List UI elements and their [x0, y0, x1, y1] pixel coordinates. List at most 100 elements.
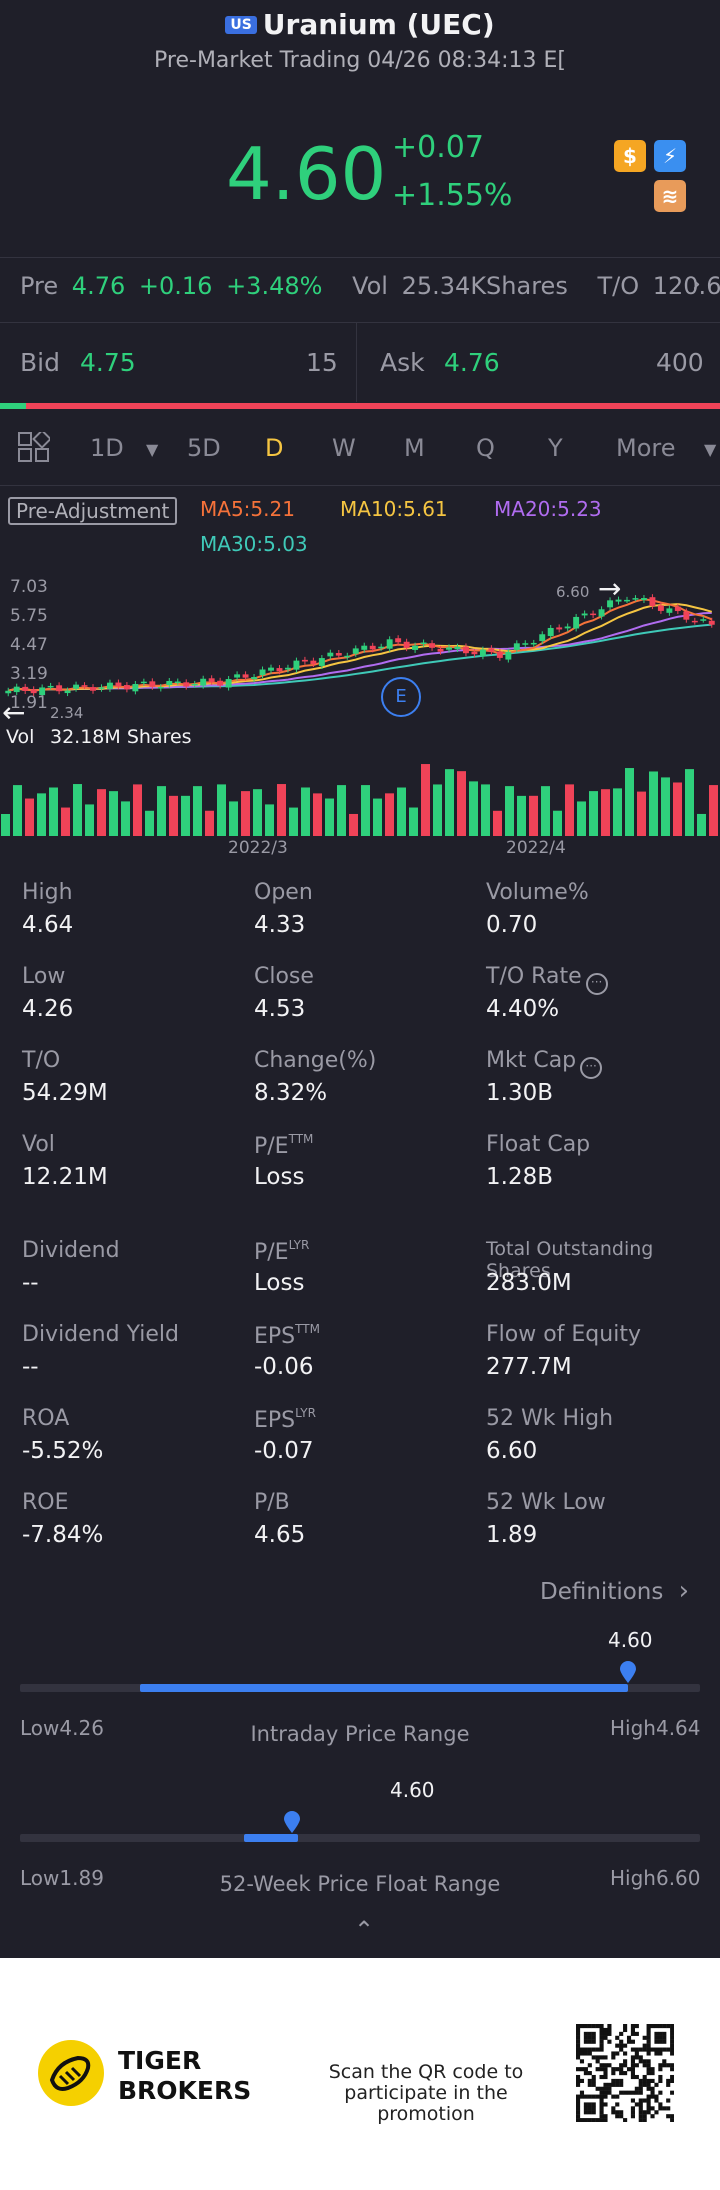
- definitions-link[interactable]: Definitions ›: [540, 1576, 689, 1606]
- price-chart[interactable]: [0, 568, 720, 868]
- candle: [5, 690, 12, 694]
- qr-module: [670, 2074, 675, 2080]
- qr-module: [579, 2047, 585, 2052]
- qr-module: [619, 2090, 624, 2095]
- qr-module: [587, 2031, 592, 2036]
- candle: [217, 680, 224, 686]
- tab-more-dropdown-icon[interactable]: ▼: [704, 440, 717, 459]
- dollar-icon[interactable]: $: [614, 140, 646, 172]
- arrow-left-icon[interactable]: ←: [2, 696, 26, 729]
- info-icon[interactable]: ···: [585, 973, 608, 995]
- stat-label-text: T/O: [22, 1048, 61, 1073]
- qr-module: [587, 2051, 592, 2056]
- tab-1d-dropdown-icon[interactable]: ▼: [146, 440, 159, 459]
- qr-module: [591, 2035, 596, 2040]
- qr-module: [658, 2047, 663, 2052]
- tab-d[interactable]: D: [265, 434, 284, 462]
- qr-module: [642, 2098, 647, 2103]
- arrow-right-icon: →: [598, 572, 622, 605]
- tab-q[interactable]: Q: [476, 434, 495, 462]
- qr-module: [623, 2118, 628, 2123]
- tab-w[interactable]: W: [332, 434, 356, 462]
- stat-label-text: Low: [22, 964, 66, 989]
- stat-label-superscript: LYR: [288, 1238, 310, 1252]
- qr-module: [646, 2039, 651, 2044]
- qr-module: [623, 2059, 628, 2064]
- volume-bar: [469, 781, 478, 836]
- qr-module: [583, 2067, 588, 2072]
- stat-label: P/B: [254, 1490, 290, 1515]
- stat-value: Loss: [254, 1270, 305, 1296]
- tab-m[interactable]: M: [404, 434, 425, 462]
- qr-module: [626, 2090, 632, 2095]
- qr-module: [603, 2055, 608, 2060]
- pre-adjustment-toggle[interactable]: Pre-Adjustment: [8, 497, 178, 525]
- volume-bar: [301, 787, 310, 836]
- qr-module: [658, 2063, 663, 2068]
- qr-module: [670, 2063, 675, 2068]
- stat-value: -7.84%: [22, 1522, 104, 1548]
- qr-module: [646, 2106, 651, 2111]
- qr-module: [591, 2106, 596, 2111]
- week52-range-fill: [244, 1834, 298, 1842]
- candle: [666, 608, 673, 613]
- stat-value: 0.70: [486, 912, 538, 938]
- qr-module: [607, 2086, 612, 2091]
- chevron-up-icon[interactable]: ⌃: [354, 1916, 375, 1944]
- qr-module: [646, 2082, 651, 2087]
- candle: [640, 598, 647, 601]
- qr-module: [619, 2082, 624, 2087]
- stat-value: 4.40%: [486, 996, 560, 1022]
- volume-bar: [253, 789, 262, 836]
- lightning-icon[interactable]: ⚡: [654, 140, 686, 172]
- volume-bar: [229, 801, 238, 836]
- candle: [361, 645, 368, 650]
- brand-name: TIGER BROKERS: [118, 2046, 251, 2106]
- week52-range-track: [20, 1834, 700, 1842]
- qr-module: [611, 2067, 616, 2072]
- qr-module: [583, 2047, 588, 2052]
- qr-module: [650, 2086, 655, 2091]
- education-icon[interactable]: ≋: [654, 180, 686, 212]
- bid-size: 15: [306, 348, 338, 377]
- volume-bar: [553, 810, 562, 836]
- candle: [90, 687, 96, 691]
- tab-more[interactable]: More: [616, 434, 676, 462]
- stat-label: Dividend Yield: [22, 1322, 179, 1347]
- qr-module: [630, 2027, 635, 2033]
- tab-y[interactable]: Y: [548, 434, 563, 462]
- candle: [132, 683, 139, 692]
- info-icon[interactable]: ···: [580, 1057, 603, 1079]
- qr-module: [615, 2082, 620, 2087]
- volume-bar: [181, 795, 190, 836]
- tab-5d[interactable]: 5D: [187, 434, 221, 462]
- promo-line1: Scan the QR code to: [328, 2061, 524, 2083]
- candle: [437, 648, 444, 652]
- chevron-right-icon[interactable]: ›: [692, 272, 701, 297]
- stat-label-text: EPS: [254, 1408, 296, 1433]
- earnings-event-icon[interactable]: E: [381, 677, 421, 717]
- qr-module: [599, 2039, 604, 2044]
- candle: [56, 685, 63, 692]
- qr-module: [587, 2047, 592, 2052]
- qr-module: [599, 2035, 604, 2040]
- qr-module: [591, 2039, 596, 2044]
- layout-grid-icon[interactable]: [18, 429, 52, 462]
- candle: [123, 685, 130, 690]
- ask-size: 400: [656, 348, 704, 377]
- candle: [674, 606, 681, 612]
- qr-module: [599, 2024, 604, 2029]
- qr-module: [576, 2094, 581, 2099]
- stat-value: 4.64: [22, 912, 74, 938]
- candle: [73, 684, 80, 689]
- qr-module: [658, 2090, 663, 2095]
- candle: [200, 678, 207, 686]
- stat-value: -0.07: [254, 1438, 314, 1464]
- volume-bar: [313, 793, 322, 836]
- qr-module: [587, 2106, 592, 2111]
- trading-status: Pre-Market Trading 04/26 08:34:13 E[: [154, 48, 566, 73]
- tab-1d[interactable]: 1D: [90, 434, 124, 462]
- candlestick-chart-svg: [5, 594, 715, 699]
- qr-module: [670, 2043, 675, 2048]
- qr-module: [658, 2031, 663, 2036]
